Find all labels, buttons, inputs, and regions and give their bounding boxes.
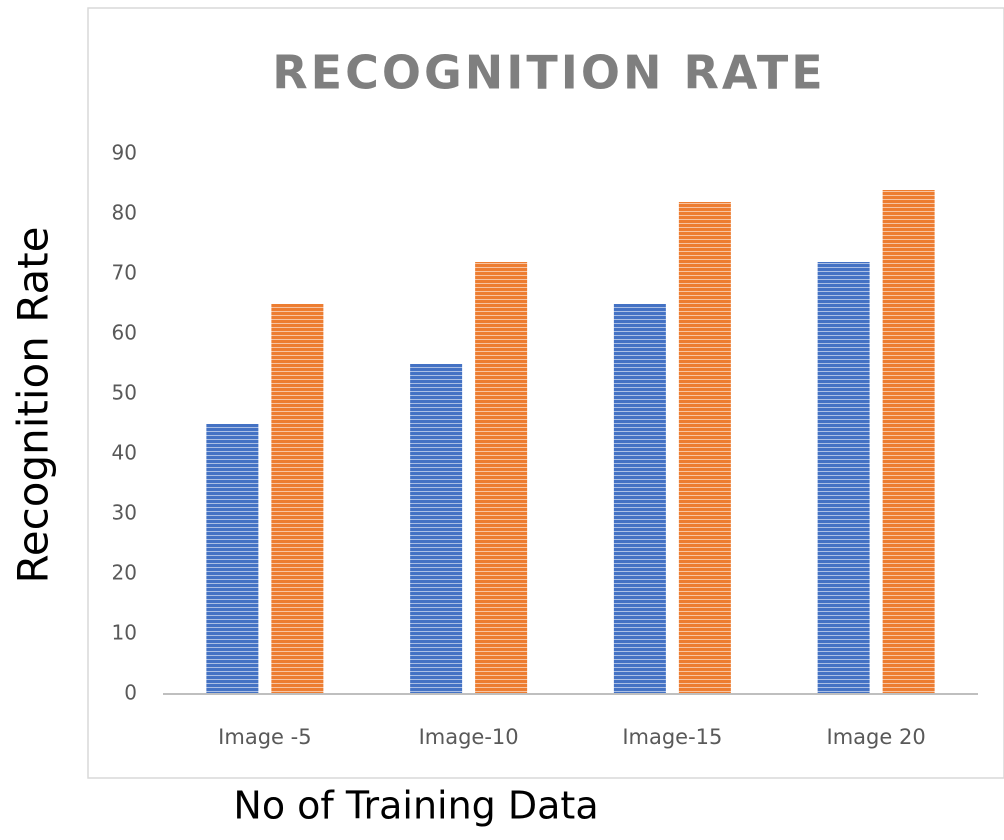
bar [206,424,259,694]
bar [817,262,870,694]
x-tick-label: Image-10 [419,725,519,749]
y-tick-label: 90 [112,141,137,165]
y-tick-label: 70 [112,261,137,285]
bar [882,190,935,694]
bar [678,202,731,694]
y-tick-label: 60 [112,321,137,345]
chart-title: RECOGNITION RATE [272,46,825,100]
bar [475,262,528,694]
x-axis-label: No of Training Data [233,784,598,828]
x-tick-label: Image 20 [827,725,926,749]
y-tick-label: 0 [124,681,137,705]
y-axis-label: Recognition Rate [9,227,58,584]
y-tick-label: 50 [112,381,137,405]
y-tick-label: 40 [112,441,137,465]
bar [410,364,463,694]
y-tick-label: 30 [112,501,137,525]
bar [613,304,666,694]
x-tick-label: Image-15 [622,725,722,749]
y-tick-label: 80 [112,201,137,225]
bar [271,304,324,694]
y-tick-label: 10 [112,621,137,645]
y-tick-label: 20 [112,561,137,585]
x-tick-label: Image -5 [218,725,311,749]
